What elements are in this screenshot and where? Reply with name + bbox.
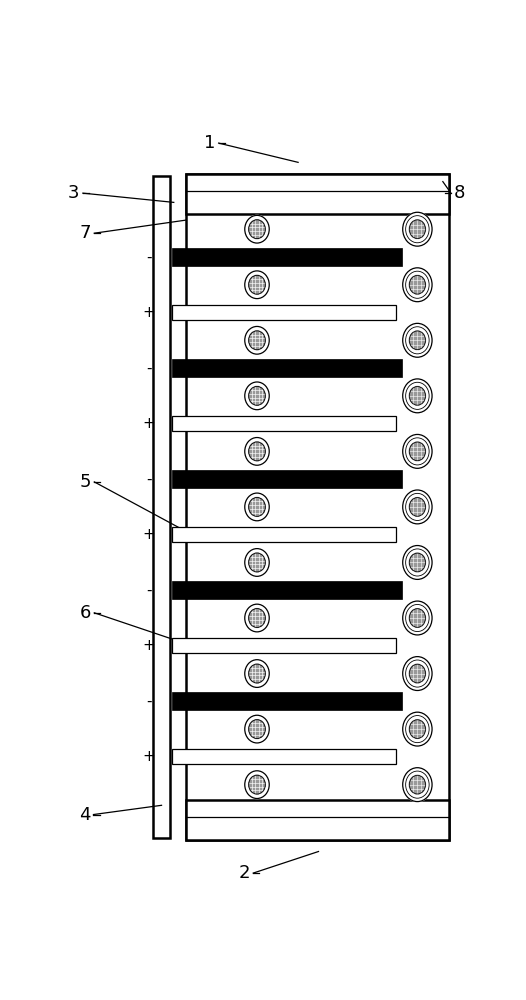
Bar — [172, 749, 396, 764]
Text: -: - — [146, 472, 151, 487]
Text: 3: 3 — [68, 184, 79, 202]
Bar — [154, 176, 170, 838]
Ellipse shape — [409, 331, 426, 350]
Ellipse shape — [406, 604, 429, 632]
Bar — [172, 581, 402, 599]
Ellipse shape — [403, 768, 432, 802]
Ellipse shape — [403, 712, 432, 746]
Ellipse shape — [245, 660, 269, 687]
Text: 5: 5 — [79, 473, 91, 491]
Bar — [172, 359, 402, 377]
Ellipse shape — [406, 549, 429, 576]
Bar — [186, 174, 449, 840]
Text: -: - — [146, 694, 151, 709]
Text: 8: 8 — [454, 184, 466, 202]
Ellipse shape — [249, 275, 265, 294]
Bar — [172, 248, 402, 266]
Ellipse shape — [406, 716, 429, 743]
Text: -: - — [146, 583, 151, 598]
Ellipse shape — [245, 771, 269, 798]
Ellipse shape — [409, 442, 426, 461]
Ellipse shape — [249, 442, 265, 461]
Ellipse shape — [249, 331, 265, 350]
Text: +: + — [142, 416, 155, 431]
Text: 2: 2 — [238, 864, 250, 882]
Ellipse shape — [403, 657, 432, 690]
Ellipse shape — [406, 660, 429, 687]
Ellipse shape — [409, 609, 426, 627]
Text: +: + — [142, 638, 155, 653]
Text: 7: 7 — [79, 224, 91, 242]
Ellipse shape — [406, 493, 429, 520]
Ellipse shape — [403, 268, 432, 302]
Ellipse shape — [406, 771, 429, 798]
Bar — [172, 692, 402, 710]
Ellipse shape — [245, 271, 269, 299]
Ellipse shape — [403, 379, 432, 413]
Ellipse shape — [406, 438, 429, 465]
Ellipse shape — [409, 275, 426, 294]
Ellipse shape — [409, 553, 426, 572]
Ellipse shape — [403, 490, 432, 524]
Bar — [172, 470, 402, 488]
Ellipse shape — [406, 382, 429, 409]
Ellipse shape — [409, 220, 426, 239]
Ellipse shape — [245, 438, 269, 465]
Ellipse shape — [403, 601, 432, 635]
Ellipse shape — [245, 715, 269, 743]
Text: +: + — [142, 749, 155, 764]
Ellipse shape — [249, 498, 265, 516]
Bar — [186, 800, 449, 840]
Ellipse shape — [245, 382, 269, 410]
Ellipse shape — [409, 775, 426, 794]
Ellipse shape — [245, 549, 269, 576]
Ellipse shape — [409, 498, 426, 516]
Ellipse shape — [406, 216, 429, 243]
Ellipse shape — [249, 386, 265, 405]
Ellipse shape — [249, 664, 265, 683]
Ellipse shape — [249, 720, 265, 739]
Ellipse shape — [406, 327, 429, 354]
Ellipse shape — [409, 664, 426, 683]
Text: -: - — [146, 361, 151, 376]
Text: 4: 4 — [79, 806, 90, 824]
Ellipse shape — [406, 271, 429, 298]
Ellipse shape — [249, 775, 265, 794]
Ellipse shape — [403, 212, 432, 246]
Text: -: - — [146, 249, 151, 264]
Text: +: + — [142, 527, 155, 542]
Ellipse shape — [245, 215, 269, 243]
Ellipse shape — [245, 604, 269, 632]
Ellipse shape — [403, 546, 432, 579]
Ellipse shape — [403, 323, 432, 357]
Ellipse shape — [249, 220, 265, 239]
Bar — [172, 416, 396, 431]
Text: +: + — [142, 305, 155, 320]
Text: 6: 6 — [79, 604, 91, 622]
Bar — [172, 305, 396, 320]
Ellipse shape — [403, 434, 432, 468]
Ellipse shape — [409, 387, 426, 405]
Bar — [172, 638, 396, 653]
Bar — [172, 527, 396, 542]
Bar — [186, 174, 449, 214]
Ellipse shape — [245, 326, 269, 354]
Ellipse shape — [409, 720, 426, 738]
Ellipse shape — [249, 609, 265, 627]
Text: 1: 1 — [204, 134, 215, 152]
Ellipse shape — [249, 553, 265, 572]
Ellipse shape — [245, 493, 269, 521]
